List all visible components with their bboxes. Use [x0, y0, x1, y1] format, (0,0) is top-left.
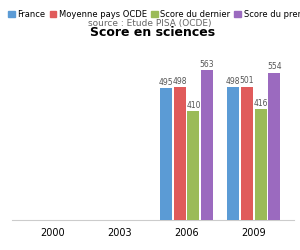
Text: 410: 410 — [186, 100, 201, 110]
Text: 495: 495 — [159, 78, 173, 87]
Legend: France, Moyenne pays OCDE, Score du dernier, Score du premier: France, Moyenne pays OCDE, Score du dern… — [5, 6, 300, 22]
Bar — [201, 70, 213, 220]
Text: 563: 563 — [200, 60, 214, 69]
Text: 554: 554 — [267, 62, 282, 71]
Text: 498: 498 — [172, 77, 187, 86]
Bar — [241, 87, 253, 220]
Bar — [227, 88, 239, 220]
Bar — [254, 109, 267, 220]
Text: source : Etude PISA (OCDE): source : Etude PISA (OCDE) — [88, 19, 212, 28]
Text: 416: 416 — [253, 99, 268, 108]
Bar — [174, 88, 186, 220]
Title: Score en sciences: Score en sciences — [90, 26, 216, 38]
Bar — [188, 111, 200, 220]
Text: 498: 498 — [226, 77, 240, 86]
Bar — [160, 88, 172, 220]
Bar — [268, 72, 280, 220]
Text: 501: 501 — [240, 76, 254, 85]
